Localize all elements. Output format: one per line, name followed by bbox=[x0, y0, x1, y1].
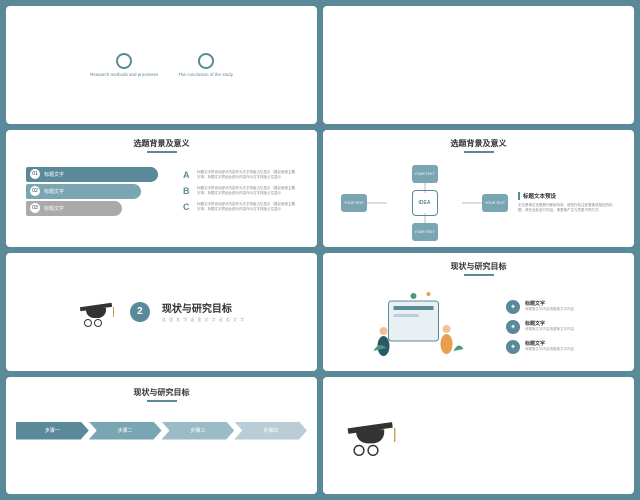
illustration bbox=[341, 286, 496, 368]
slide-title: 现状与研究目标 bbox=[16, 387, 307, 398]
idea-box: YOUR TEXT bbox=[341, 194, 367, 212]
slide-cap-only bbox=[323, 377, 634, 495]
slide-title: 现状与研究目标 bbox=[331, 261, 626, 272]
title-underline bbox=[147, 400, 177, 402]
bullet-icon: ✦ bbox=[506, 340, 520, 354]
bullet-icon: ✦ bbox=[506, 320, 520, 334]
slide-title: 选题背景及意义 bbox=[14, 138, 309, 149]
slide-idea-map: 选题背景及意义 IDEA YOUR TEXT YOUR TEXT YOUR TE… bbox=[323, 130, 634, 248]
points-list: ✦ 标题文字请替换文字内容请替换文字内容 ✦ 标题文字请替换文字内容请替换文字内… bbox=[506, 286, 616, 368]
step-arrow: 步骤四 bbox=[234, 422, 307, 440]
slide-background-1: 选题背景及意义 01标题文字 02标题文字 03标题文字 A标题文字预设此部分内… bbox=[6, 130, 317, 248]
slide-research-goals: 现状与研究目标 ✦ 标题文字请替换文字内容请替换文字内容 bbox=[323, 253, 634, 371]
step-arrows: 步骤一 步骤二 步骤三 步骤四 bbox=[16, 422, 307, 440]
slide-title: 选题背景及意义 bbox=[331, 138, 626, 149]
bullet-icon: ✦ bbox=[506, 300, 520, 314]
ribbon-item: 03标题文字 bbox=[26, 201, 122, 216]
step-arrow: 步骤一 bbox=[16, 422, 89, 440]
point-item: ✦ 标题文字请替换文字内容请替换文字内容 bbox=[506, 300, 616, 314]
slide-agenda-1: Research methods and processes The concl… bbox=[6, 6, 317, 124]
ribbon-item: 01标题文字 bbox=[26, 167, 158, 182]
agenda-label: The conclusion of the study bbox=[178, 72, 233, 77]
abc-list: A标题文字预设此部分内容作为文字排版占位显示（建议使用主题字体）标题文字预设此部… bbox=[183, 167, 297, 216]
idea-box: YOUR TEXT bbox=[412, 165, 438, 183]
slide-steps: 现状与研究目标 步骤一 步骤二 步骤三 步骤四 bbox=[6, 377, 317, 495]
slide-blank bbox=[323, 6, 634, 124]
desc-text: 无论是单位还是期刊使用特效，请您在标注处替换成相应的标题，请在此处进行内容，请更… bbox=[518, 203, 618, 214]
abc-item: C标题文字预设此部分内容作为文字排版占位显示（建议使用主题字体）标题文字预设此部… bbox=[183, 202, 297, 212]
idea-box: YOUR TEXT bbox=[412, 223, 438, 241]
step-arrow: 步骤三 bbox=[162, 422, 235, 440]
circle-icon bbox=[116, 53, 132, 69]
title-underline bbox=[464, 274, 494, 276]
graduation-cap-icon bbox=[78, 297, 118, 327]
desc-title: 标题文本预设 bbox=[518, 192, 618, 200]
title-underline bbox=[464, 151, 494, 153]
point-item: ✦ 标题文字请替换文字内容请替换文字内容 bbox=[506, 320, 616, 334]
agenda-item: Research methods and processes bbox=[90, 53, 158, 77]
idea-box: YOUR TEXT bbox=[482, 194, 508, 212]
step-arrow: 步骤二 bbox=[89, 422, 162, 440]
point-item: ✦ 标题文字请替换文字内容请替换文字内容 bbox=[506, 340, 616, 354]
circle-icon bbox=[198, 53, 214, 69]
agenda-label: Research methods and processes bbox=[90, 72, 158, 77]
graduation-cap-icon bbox=[345, 414, 401, 456]
ribbon-list: 01标题文字 02标题文字 03标题文字 bbox=[26, 167, 173, 216]
agenda-item: The conclusion of the study bbox=[178, 53, 233, 77]
ribbon-item: 02标题文字 bbox=[26, 184, 141, 199]
idea-description: 标题文本预设 无论是单位还是期刊使用特效，请您在标注处替换成相应的标题，请在此处… bbox=[518, 163, 618, 243]
section-number: 2 bbox=[130, 302, 150, 322]
title-underline bbox=[147, 151, 177, 153]
abc-item: A标题文字预设此部分内容作为文字排版占位显示（建议使用主题字体）标题文字预设此部… bbox=[183, 170, 297, 180]
abc-item: B标题文字预设此部分内容作为文字排版占位显示（建议使用主题字体）标题文字预设此部… bbox=[183, 186, 297, 196]
idea-center: IDEA bbox=[412, 190, 438, 216]
slide-section-2: 2 现状与研究目标 这 里 文 字 这 里 文 字 这 里 文 字 bbox=[6, 253, 317, 371]
idea-diagram: IDEA YOUR TEXT YOUR TEXT YOUR TEXT YOUR … bbox=[339, 163, 510, 243]
section-heading: 现状与研究目标 这 里 文 字 这 里 文 字 这 里 文 字 bbox=[162, 300, 245, 323]
